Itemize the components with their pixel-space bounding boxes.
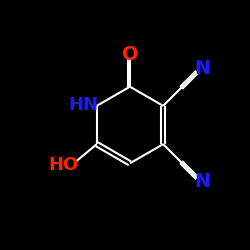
Text: HO: HO xyxy=(48,156,78,174)
Text: N: N xyxy=(194,172,210,192)
Text: HN: HN xyxy=(68,96,98,114)
Text: N: N xyxy=(194,58,210,78)
Text: O: O xyxy=(122,44,138,64)
